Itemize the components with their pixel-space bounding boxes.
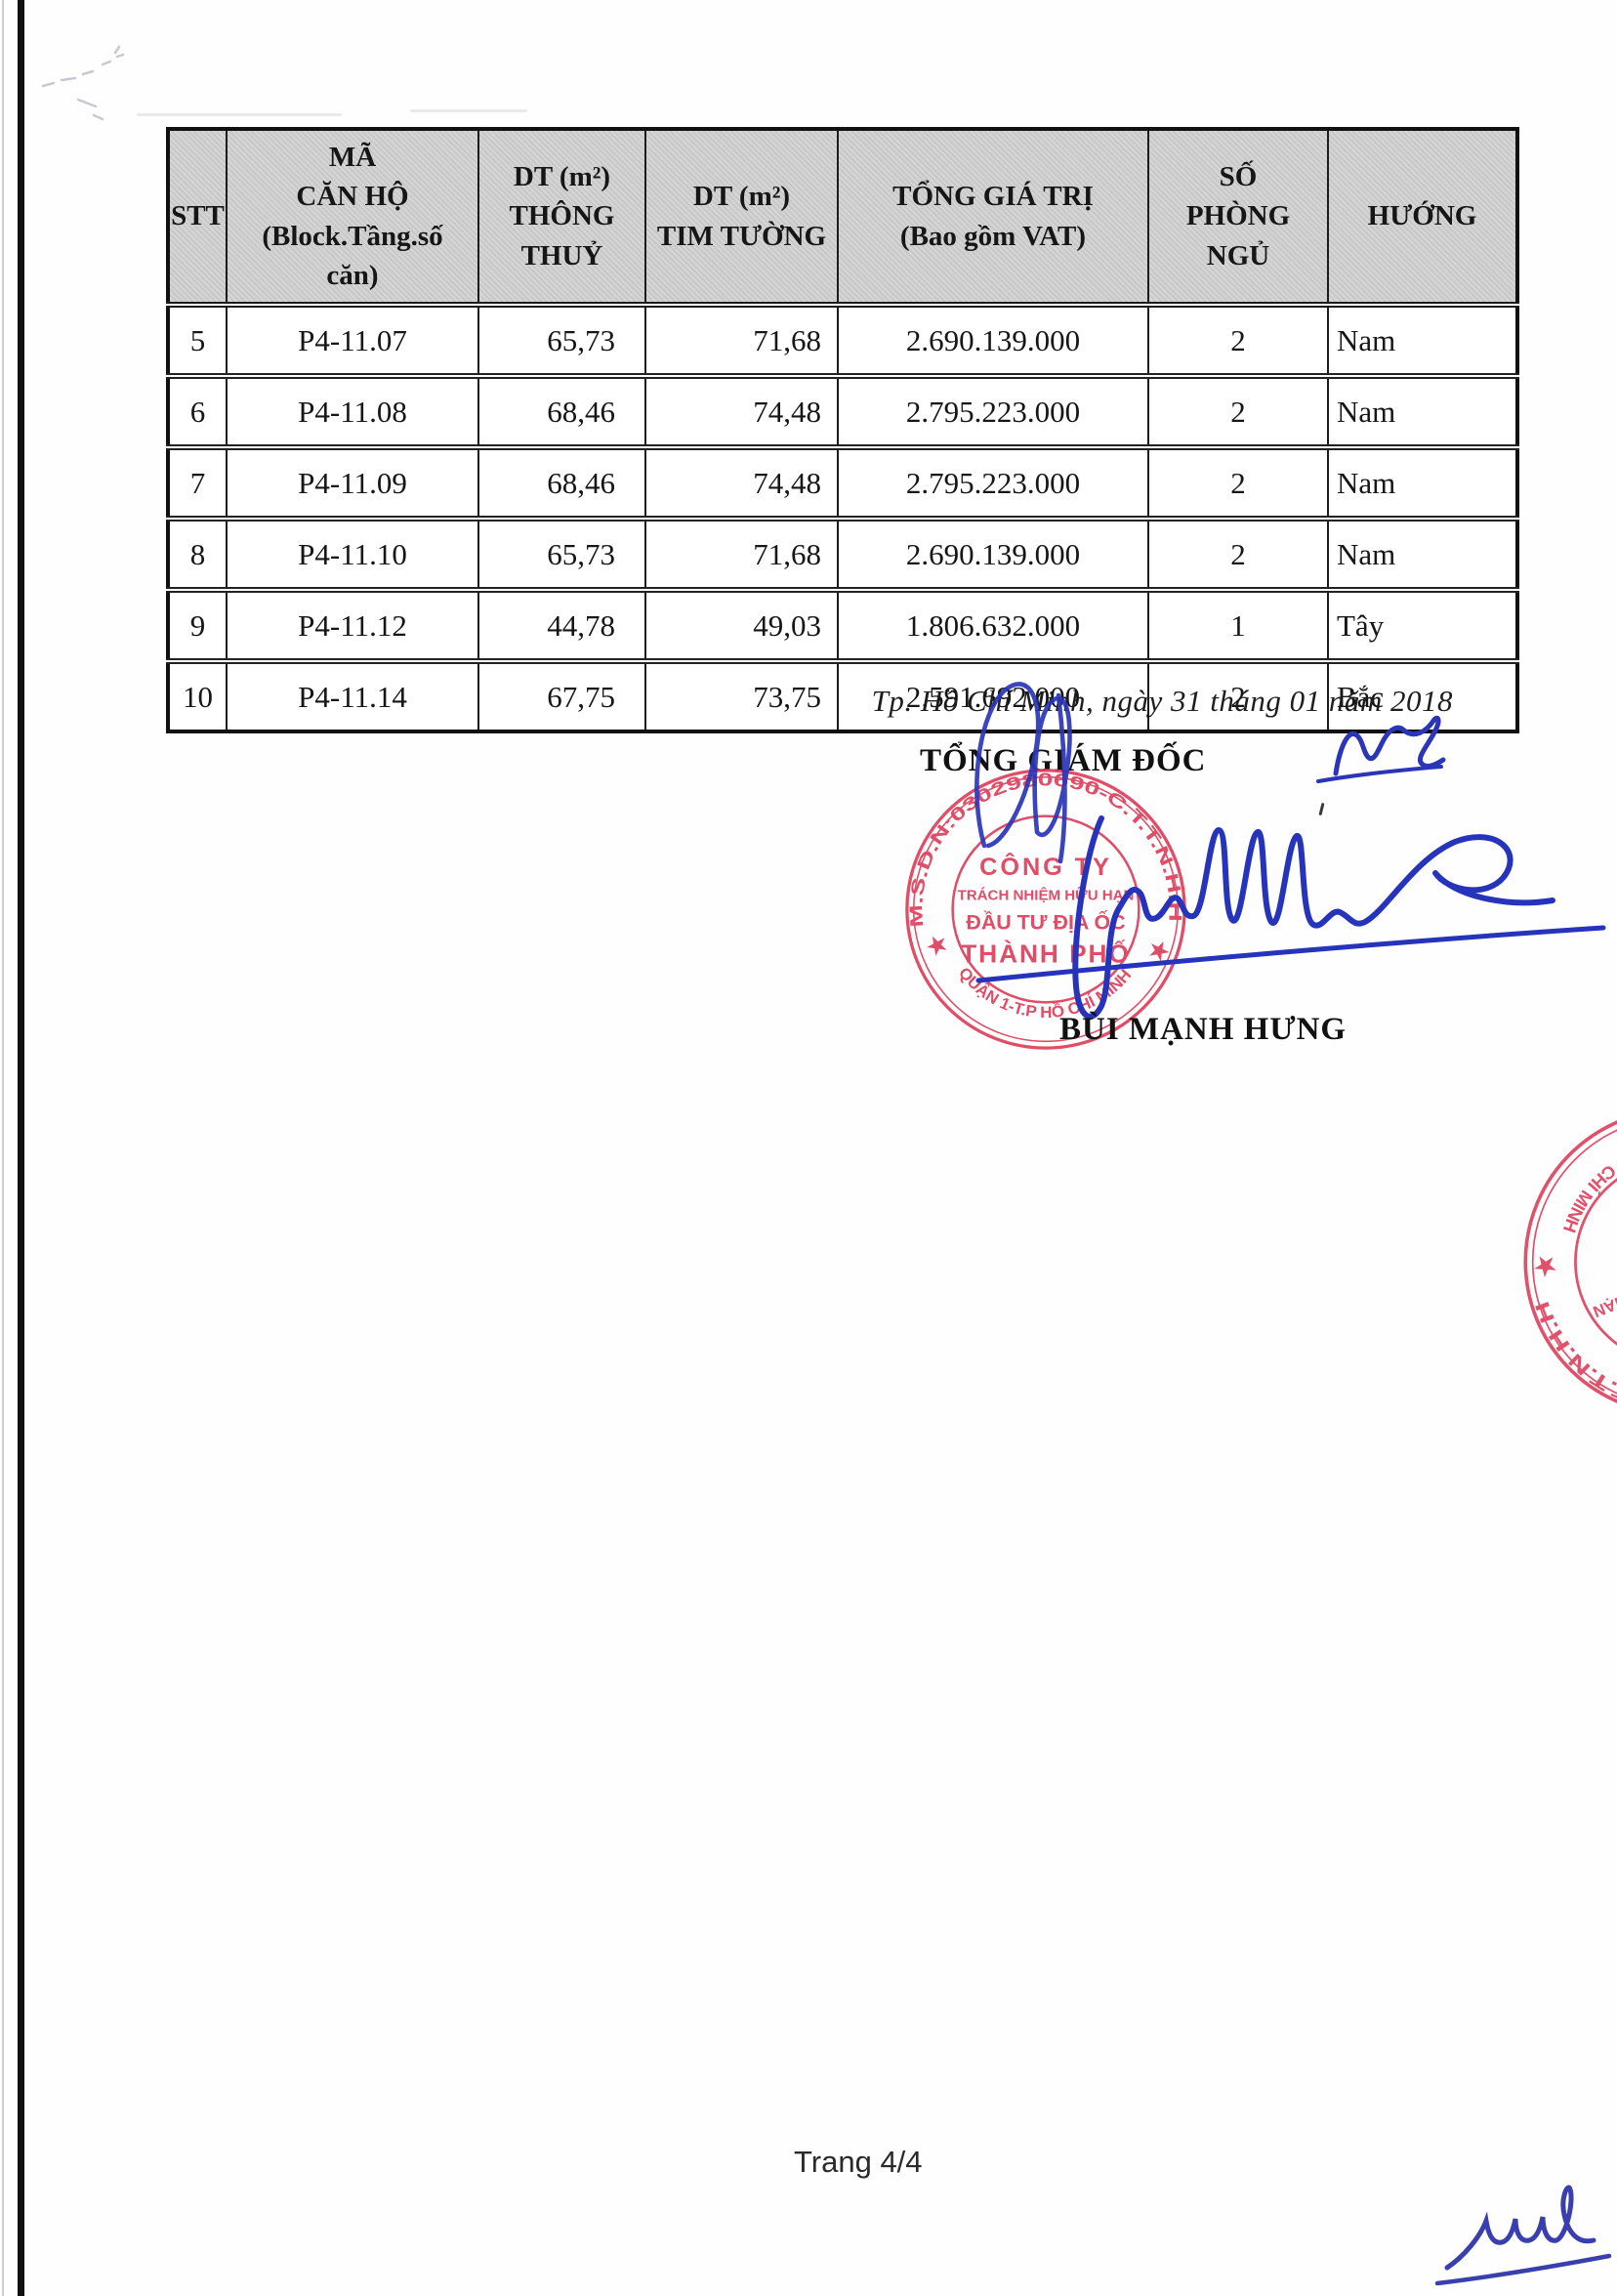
- date-line: Tp. Hồ Chí Minh, ngày 31 tháng 01 năm 20…: [871, 684, 1453, 718]
- bottom-initial-signature: [1434, 2185, 1612, 2286]
- company-stamp: M.S.D.N:0302980690-C.T.T.N.H.H QUẬN 1-T.…: [903, 767, 1188, 1052]
- header-tong-gia-tri: TỔNG GIÁ TRỊ (Bao gồm VAT): [837, 128, 1149, 308]
- table-cell: 71,68: [644, 516, 839, 592]
- scan-edge-line: [2, 0, 4, 2296]
- table-cell: P4-11.08: [226, 373, 479, 449]
- header-ma-can-ho: MÃ CĂN HỘ (Block.Tầng.số căn): [226, 128, 479, 308]
- table-cell: 8: [167, 516, 228, 592]
- binder-spine-line: [18, 0, 24, 2296]
- table-cell: Nam: [1327, 444, 1518, 521]
- table-cell: P4-11.07: [226, 302, 479, 378]
- table-cell: 5: [167, 302, 228, 378]
- edge-stamp-inner-ring: [1574, 1158, 1617, 1365]
- table-cell: 68,46: [477, 444, 646, 521]
- table-cell: 44,78: [477, 587, 646, 663]
- table-row: 9 P4-11.12 44,78 49,03 1.806.632.000 1 Tây: [167, 587, 1518, 663]
- table-cell: P4-11.12: [226, 587, 479, 663]
- table-cell: 1: [1147, 587, 1329, 663]
- table-cell: P4-11.09: [226, 444, 479, 521]
- table-cell: 49,03: [644, 587, 839, 663]
- edge-stamp-line2: TRÁCH NHIỆM HỮU HẠN: [1591, 1231, 1617, 1322]
- stamp-line2: TRÁCH NHIỆM HỮU HẠN: [958, 886, 1135, 903]
- table-cell: 2: [1147, 658, 1329, 733]
- table-cell: 6: [167, 373, 228, 449]
- table-row: 5 P4-11.07 65,73 71,68 2.690.139.000 2 Nam: [167, 302, 1518, 378]
- header-huong: HƯỚNG: [1327, 128, 1518, 308]
- table-row: 7 P4-11.09 68,46 74,48 2.795.223.000 2 Nam: [167, 444, 1518, 521]
- apartment-price-table: STT MÃ CĂN HỘ (Block.Tầng.số căn) DT (m²…: [166, 127, 1519, 733]
- pencil-marks: [41, 45, 125, 121]
- table-cell: 1.806.632.000: [837, 587, 1149, 663]
- table-cell: 73,75: [644, 658, 839, 733]
- table-cell: 2: [1147, 302, 1329, 378]
- stamp-line3: ĐẦU TƯ ĐỊA ỐC: [966, 908, 1125, 934]
- table-body: 5 P4-11.07 65,73 71,68 2.690.139.000 2 Nam 6 P4-…: [167, 302, 1518, 733]
- table-cell: 2.690.139.000: [837, 302, 1149, 378]
- table-cell: 67,75: [477, 658, 646, 733]
- company-stamp-graphic: M.S.D.N:0302980690-C.T.T.N.H.H QUẬN 1-T.…: [905, 769, 1186, 1050]
- table-cell: 65,73: [477, 302, 646, 378]
- edge-stamp-outer-ring2: [1531, 1115, 1617, 1408]
- table-cell: 74,48: [644, 373, 839, 449]
- table-cell: 74,48: [644, 444, 839, 521]
- header-stt: STT: [167, 128, 228, 308]
- table-cell: 68,46: [477, 373, 646, 449]
- table-row: 10 P4-11.14 67,75 73,75 2.591.692.000 2 Bắc: [167, 658, 1518, 733]
- table-cell: 9: [167, 587, 228, 663]
- table-cell: Tây: [1327, 587, 1518, 663]
- edge-stamp-graphic: M.S.D.N:0302980690-C.T.T.N.H.H QUẬN 1-T.…: [1523, 1107, 1617, 1460]
- table-cell: 7: [167, 444, 228, 521]
- table-row: 8 P4-11.10 65,73 71,68 2.690.139.000 2 Nam: [167, 516, 1518, 592]
- table-cell: 71,68: [644, 302, 839, 378]
- table-cell: 2.795.223.000: [837, 444, 1149, 521]
- scan-speck: [1318, 802, 1325, 816]
- table-cell: 2: [1147, 373, 1329, 449]
- table-cell: 2.690.139.000: [837, 516, 1149, 592]
- stamp-star-left: ★: [922, 929, 952, 961]
- signer-name: BÙI MẠNH HƯNG: [1059, 1012, 1348, 1047]
- table-cell: Nam: [1327, 373, 1518, 449]
- table-cell: P4-11.14: [226, 658, 479, 733]
- stamp-line4: THÀNH PHỐ: [961, 939, 1131, 969]
- header-so-phong-ngu: SỐ PHÒNG NGỦ: [1147, 128, 1329, 308]
- stamp-line1: CÔNG TY: [979, 852, 1112, 881]
- page-number: Trang 4/4: [794, 2145, 923, 2179]
- table-row: 6 P4-11.08 68,46 74,48 2.795.223.000 2 Nam: [167, 373, 1518, 449]
- table-cell: 10: [167, 658, 228, 733]
- table-cell: 2: [1147, 516, 1329, 592]
- table-header-row: STT MÃ CĂN HỘ (Block.Tầng.số căn) DT (m²…: [167, 128, 1518, 308]
- table-cell: Nam: [1327, 516, 1518, 592]
- table-cell: Nam: [1327, 302, 1518, 378]
- stamp-star-right: ★: [1144, 935, 1174, 967]
- table-cell: 2.795.223.000: [837, 373, 1149, 449]
- stamp-ring-top-textpath: M.S.D.N:0302980690-C.T.T.N.H.H: [905, 769, 1186, 928]
- scan-streak: [137, 113, 342, 116]
- table-cell: 2: [1147, 444, 1329, 521]
- stamp-inner-ring: [951, 814, 1140, 1004]
- stamp-ring-top-text: M.S.D.N:0302980690-C.T.T.N.H.H: [905, 769, 1186, 928]
- edge-stamp-star: ★: [1532, 1251, 1557, 1280]
- table-cell: 65,73: [477, 516, 646, 592]
- table-cell: P4-11.10: [226, 516, 479, 592]
- header-dt-tim-tuong: DT (m²) TIM TƯỜNG: [644, 128, 839, 308]
- scan-streak: [410, 109, 527, 112]
- edge-partial-stamp: M.S.D.N:0302980690-C.T.T.N.H.H QUẬN 1-T.…: [1474, 1059, 1617, 1466]
- edge-stamp-outer-ring: [1523, 1107, 1617, 1416]
- header-dt-thong-thuy: DT (m²) THÔNG THUỶ: [477, 128, 646, 308]
